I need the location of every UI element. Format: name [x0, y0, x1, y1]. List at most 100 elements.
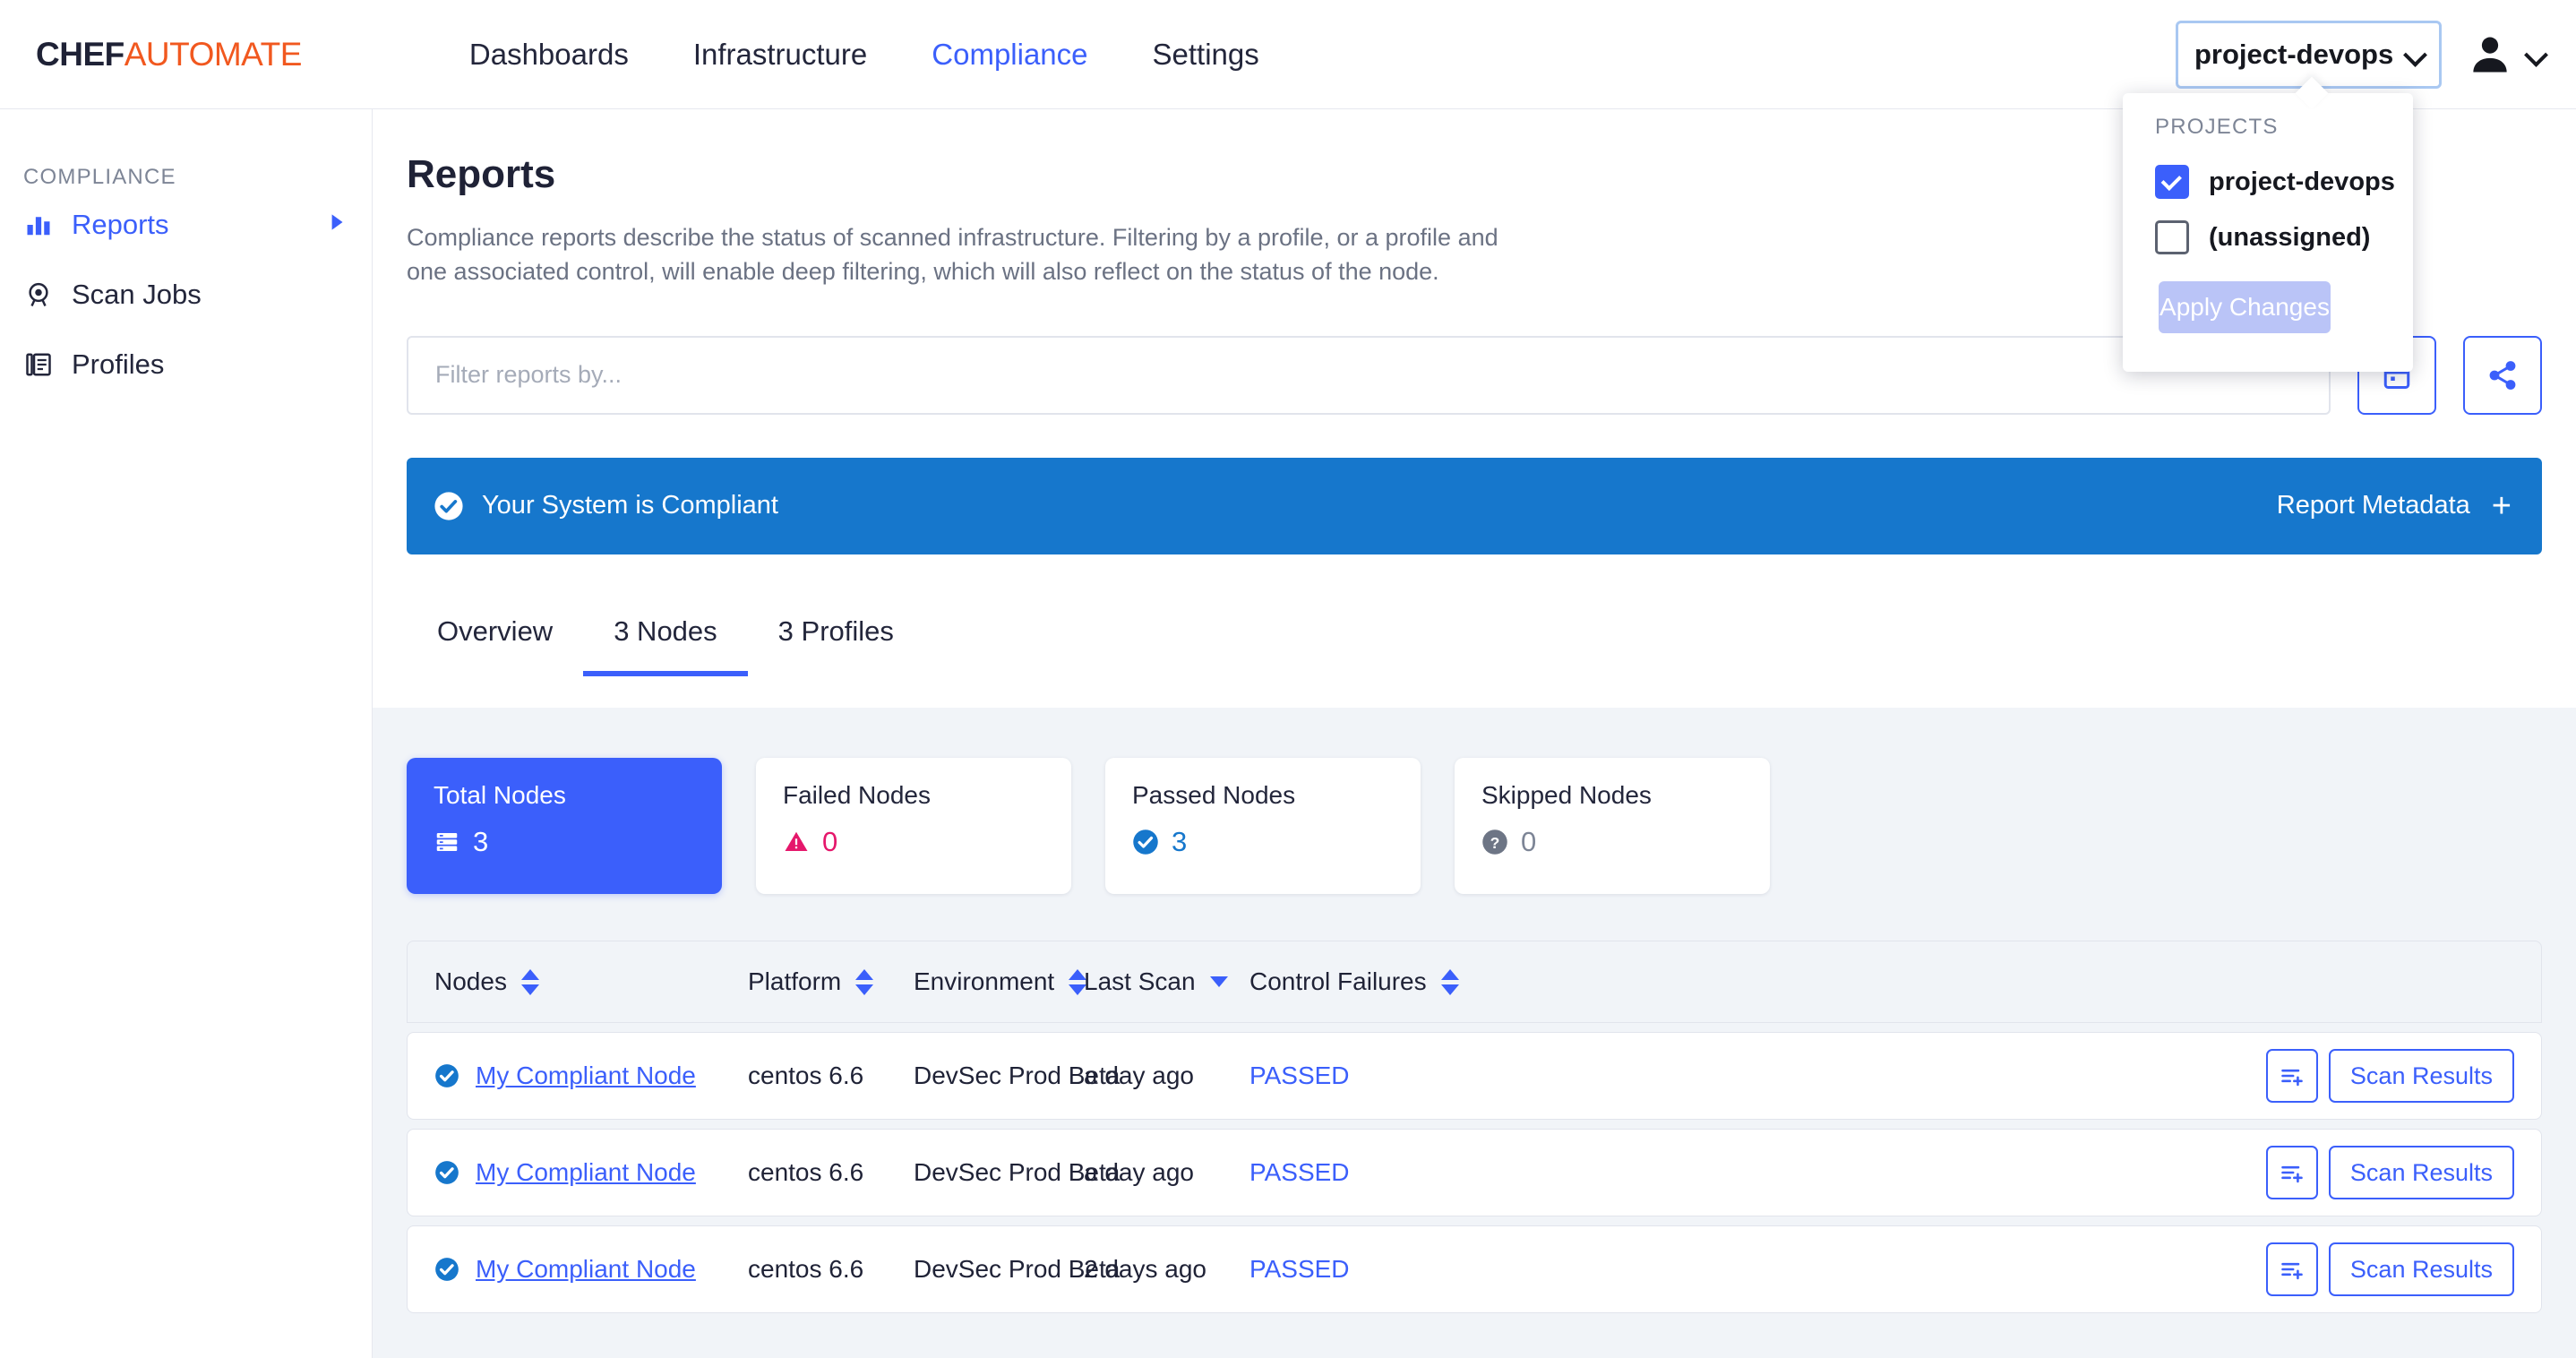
- last-scan-cell: a day ago: [1084, 1061, 1194, 1089]
- column-header-environment[interactable]: Environment: [914, 967, 1087, 996]
- table-row[interactable]: My Compliant Node centos 6.6 DevSec Prod…: [407, 1129, 2542, 1216]
- filter-input-wrapper[interactable]: Filter reports by...: [407, 335, 2331, 415]
- user-menu-chevron-down-icon: [2526, 45, 2546, 64]
- table-row[interactable]: My Compliant Node centos 6.6 DevSec Prod…: [407, 1032, 2542, 1120]
- row-actions: Scan Results: [2265, 1146, 2514, 1199]
- stat-card-title: Failed Nodes: [783, 781, 931, 809]
- column-header-nodes[interactable]: Nodes: [434, 967, 748, 996]
- user-menu[interactable]: [2467, 31, 2546, 78]
- sidebar-item-reports[interactable]: Reports: [0, 190, 372, 260]
- nav-item-dashboards[interactable]: Dashboards: [468, 37, 629, 71]
- nav-item-settings[interactable]: Settings: [1152, 37, 1259, 71]
- report-metadata-toggle[interactable]: Report Metadata +: [2277, 489, 2512, 523]
- control-failures-cell: PASSED: [1249, 1061, 1350, 1089]
- project-option-label: project-devops: [2209, 167, 2395, 196]
- stat-card-title: Passed Nodes: [1132, 781, 1296, 809]
- nav-item-compliance[interactable]: Compliance: [932, 37, 1088, 71]
- row-actions: Scan Results: [2265, 1049, 2514, 1103]
- nav-item-infrastructure[interactable]: Infrastructure: [692, 37, 868, 71]
- filter-placeholder: Filter reports by...: [435, 361, 623, 389]
- banner-status: Your System is Compliant: [434, 491, 778, 521]
- sidebar-item-label: Profiles: [72, 348, 165, 380]
- column-label: Control Failures: [1249, 967, 1427, 995]
- project-option-project-devops[interactable]: project-devops: [2155, 154, 2413, 210]
- tab-nodes[interactable]: 3 Nodes: [583, 615, 748, 676]
- environment-cell: DevSec Prod Beta: [914, 1158, 1121, 1186]
- scan-results-button[interactable]: Scan Results: [2328, 1049, 2514, 1103]
- scan-results-button[interactable]: Scan Results: [2328, 1242, 2514, 1296]
- tab-profiles[interactable]: 3 Profiles: [777, 615, 894, 647]
- last-scan-cell: a day ago: [1084, 1158, 1194, 1186]
- sidebar-item-label: Scan Jobs: [72, 279, 202, 310]
- sidebar-item-profiles[interactable]: Profiles: [0, 330, 372, 400]
- tab-overview[interactable]: Overview: [437, 615, 554, 647]
- page-description: Compliance reports describe the status o…: [407, 224, 1498, 286]
- top-navigation-bar: CHEFAUTOMATE Dashboards Infrastructure C…: [0, 0, 2576, 109]
- checkbox-checked-icon[interactable]: [2155, 165, 2189, 199]
- share-button[interactable]: [2463, 335, 2542, 415]
- add-filter-icon: [2281, 1262, 2303, 1280]
- column-header-last-scan[interactable]: Last Scan: [1084, 967, 1249, 996]
- column-label: Last Scan: [1084, 967, 1196, 995]
- table-row[interactable]: My Compliant Node centos 6.6 DevSec Prod…: [407, 1225, 2542, 1313]
- stat-card-value: 3: [1172, 826, 1188, 857]
- sort-icon[interactable]: [1069, 968, 1087, 995]
- sort-icon[interactable]: [855, 968, 874, 995]
- brand-logo-automate: AUTOMATE: [124, 35, 303, 73]
- column-label: Platform: [748, 967, 842, 995]
- top-right-controls: project-devops: [2176, 0, 2546, 109]
- stat-card-value-row: ? 0: [1481, 826, 1770, 858]
- nodes-panel: Total Nodes 3 Failed Nodes: [373, 708, 2576, 1358]
- project-option-unassigned[interactable]: (unassigned): [2155, 210, 2413, 265]
- project-option-label: (unassigned): [2209, 222, 2371, 252]
- nodes-table: Nodes Platform Environment Last Scan Con…: [407, 941, 2542, 1313]
- node-link[interactable]: My Compliant Node: [476, 1255, 696, 1283]
- apply-changes-button[interactable]: Apply Changes: [2159, 281, 2331, 333]
- table-header-row: Nodes Platform Environment Last Scan Con…: [407, 941, 2542, 1023]
- stat-card-value: 0: [822, 826, 838, 857]
- check-circle-icon: [1133, 829, 1158, 855]
- chevron-right-icon: [325, 209, 348, 241]
- add-filter-icon: [2281, 1069, 2303, 1087]
- column-header-control-failures[interactable]: Control Failures: [1249, 967, 1518, 996]
- stack-icon: [436, 833, 458, 851]
- svg-text:?: ?: [1490, 834, 1500, 852]
- stat-card-skipped-nodes[interactable]: Skipped Nodes ? 0: [1455, 758, 1770, 894]
- node-link[interactable]: My Compliant Node: [476, 1158, 696, 1186]
- add-filter-button[interactable]: [2265, 1049, 2318, 1103]
- sidebar-item-scan-jobs[interactable]: Scan Jobs: [0, 260, 372, 330]
- stat-card-title: Total Nodes: [434, 781, 566, 809]
- stat-card-value-row: 3: [1132, 826, 1421, 858]
- stat-card-failed-nodes[interactable]: Failed Nodes 0: [756, 758, 1071, 894]
- status-passed-icon: [435, 1064, 459, 1087]
- brand-logo[interactable]: CHEFAUTOMATE: [36, 36, 302, 73]
- project-selector-value: project-devops: [2194, 39, 2394, 70]
- stat-card-passed-nodes[interactable]: Passed Nodes 3: [1105, 758, 1421, 894]
- column-label: Nodes: [434, 967, 507, 995]
- sort-icon[interactable]: [1440, 968, 1459, 995]
- sidebar-heading: COMPLIANCE: [23, 165, 176, 189]
- checkbox-unchecked-icon[interactable]: [2155, 220, 2189, 254]
- question-icon: ?: [1482, 829, 1507, 855]
- row-actions: Scan Results: [2265, 1242, 2514, 1296]
- node-link[interactable]: My Compliant Node: [476, 1061, 696, 1089]
- project-selector-button[interactable]: project-devops: [2176, 21, 2442, 89]
- add-filter-button[interactable]: [2265, 1146, 2318, 1199]
- column-header-platform[interactable]: Platform: [748, 967, 914, 996]
- stat-card-value-row: 0: [783, 826, 1071, 858]
- stat-card-total-nodes[interactable]: Total Nodes 3: [407, 758, 722, 894]
- scan-results-button[interactable]: Scan Results: [2328, 1146, 2514, 1199]
- warning-icon: [785, 831, 808, 851]
- sort-icon[interactable]: [520, 968, 539, 995]
- main-content: Reports Compliance reports describe the …: [373, 109, 2576, 1358]
- stat-card-value: 0: [1521, 826, 1537, 857]
- last-scan-cell: 2 days ago: [1084, 1255, 1206, 1283]
- brand-logo-chef: CHEF: [36, 35, 125, 73]
- status-passed-icon: [435, 1161, 459, 1184]
- add-filter-button[interactable]: [2265, 1242, 2318, 1296]
- sort-desc-icon[interactable]: [1209, 976, 1228, 987]
- report-tabs: Overview 3 Nodes 3 Profiles: [407, 603, 2576, 676]
- plus-icon: +: [2491, 486, 2512, 525]
- node-cell: My Compliant Node: [434, 1255, 748, 1284]
- column-label: Environment: [914, 967, 1055, 995]
